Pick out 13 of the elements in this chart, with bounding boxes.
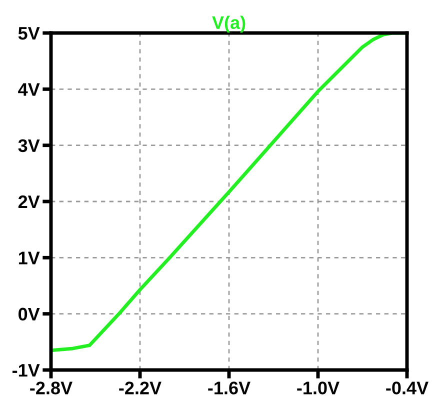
x-tick-label: -0.4V	[386, 382, 428, 394]
y-tick-label: 4V	[18, 83, 40, 96]
y-tick-label: 3V	[18, 139, 40, 152]
x-tick-label: -2.2V	[119, 382, 162, 394]
y-tick-label: 2V	[18, 195, 40, 208]
y-tick-label: -1V	[12, 364, 40, 377]
chart-title: V(a)	[212, 16, 246, 33]
y-tick-label: 1V	[18, 252, 40, 264]
y-tick-label: 0V	[18, 308, 40, 321]
y-tick-label: 5V	[18, 27, 40, 40]
x-tick-label: -1.6V	[208, 382, 250, 394]
x-tick-label: -1.0V	[297, 382, 340, 394]
x-tick-label: -2.8V	[30, 382, 72, 394]
